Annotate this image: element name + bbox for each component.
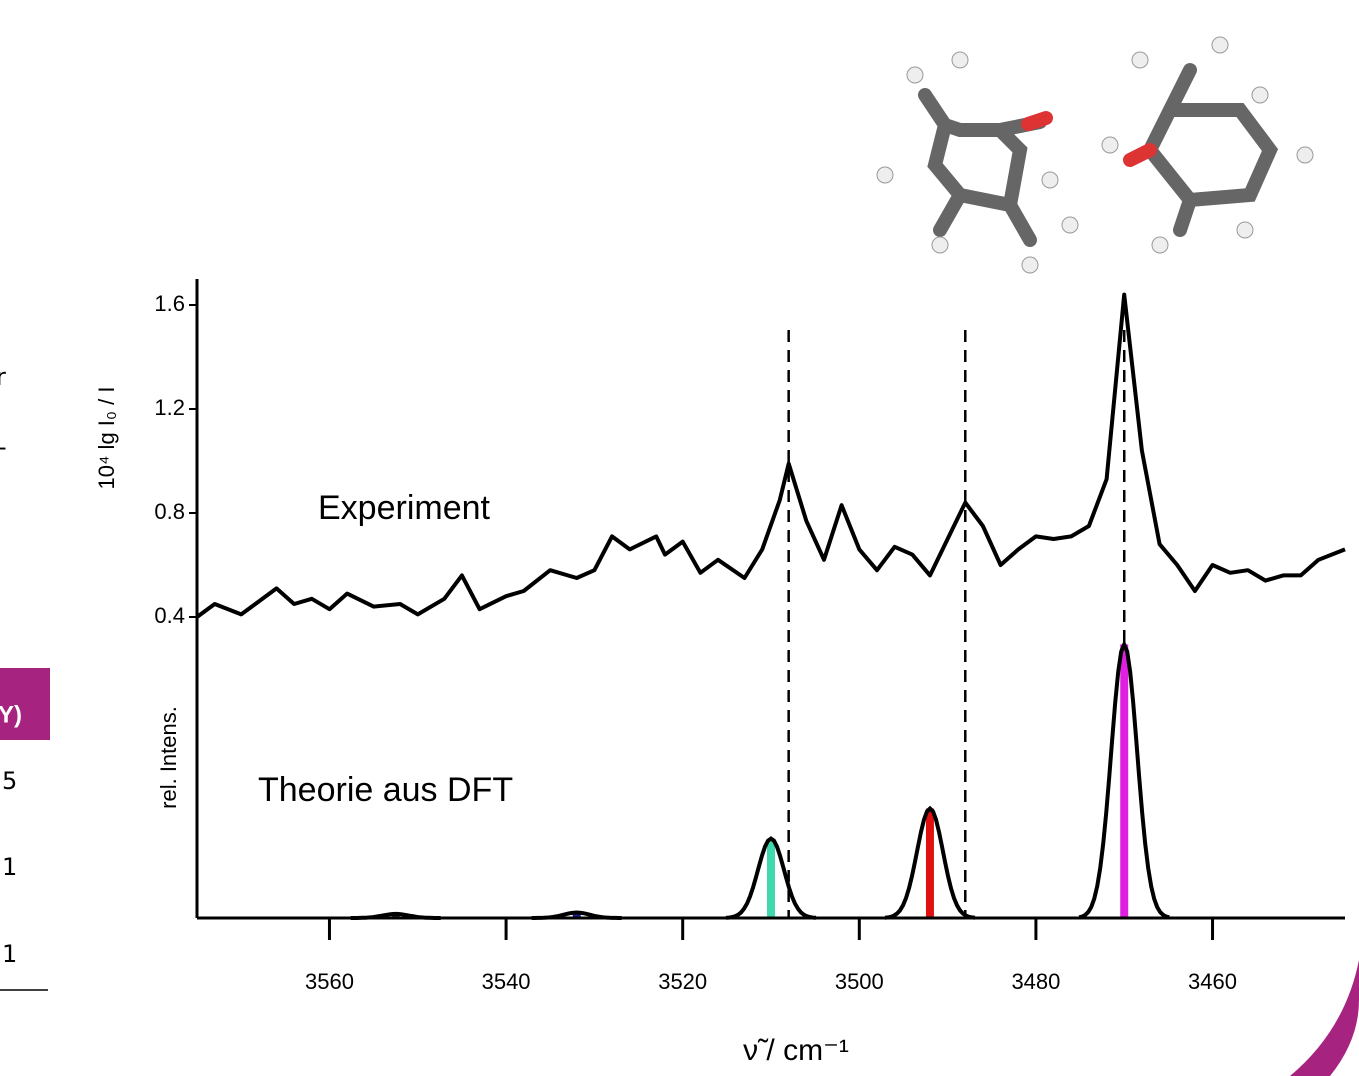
y-axis-label: rel. Intens. xyxy=(156,706,181,809)
table-header: Y) xyxy=(0,701,22,728)
annotation: Theorie aus DFT xyxy=(258,771,513,809)
x-tick-label: 3460 xyxy=(1188,969,1237,994)
decor-swoosh xyxy=(1290,960,1359,1076)
y-tick-label: 1.2 xyxy=(154,395,185,420)
table-cell: 1 xyxy=(2,940,17,968)
x-tick-label: 3540 xyxy=(482,969,531,994)
page: r - Y) 5 1 1 0.4 0.8 1.2 1.6 10⁴ lg I₀ / I Ex… xyxy=(0,0,1359,1076)
fragment: - xyxy=(0,433,7,461)
y-axis-label: 10⁴ lg I₀ / I xyxy=(94,387,119,490)
y-tick-label: 0.4 xyxy=(154,603,185,628)
x-tick-label: 3520 xyxy=(658,969,707,994)
annotation: Experiment xyxy=(318,489,491,527)
table-cell: 1 xyxy=(2,853,17,881)
x-tick-label: 3480 xyxy=(1011,969,1060,994)
slide: r - Y) 5 1 1 0.4 0.8 1.2 1.6 10⁴ lg I₀ / I Ex… xyxy=(0,0,1359,1076)
x-tick-label: 3560 xyxy=(305,969,354,994)
x-tick-label: 3500 xyxy=(835,969,884,994)
table-cell: 5 xyxy=(2,767,17,795)
molecule-left xyxy=(877,52,1078,273)
y-tick-label: 0.8 xyxy=(154,499,185,524)
y-tick-label: 1.6 xyxy=(154,291,185,316)
fragment: r xyxy=(0,363,6,391)
spectrum-line xyxy=(197,295,1345,617)
molecule-right xyxy=(1102,37,1313,253)
x-axis-label: ν̃ / cm⁻¹ xyxy=(743,1034,849,1067)
